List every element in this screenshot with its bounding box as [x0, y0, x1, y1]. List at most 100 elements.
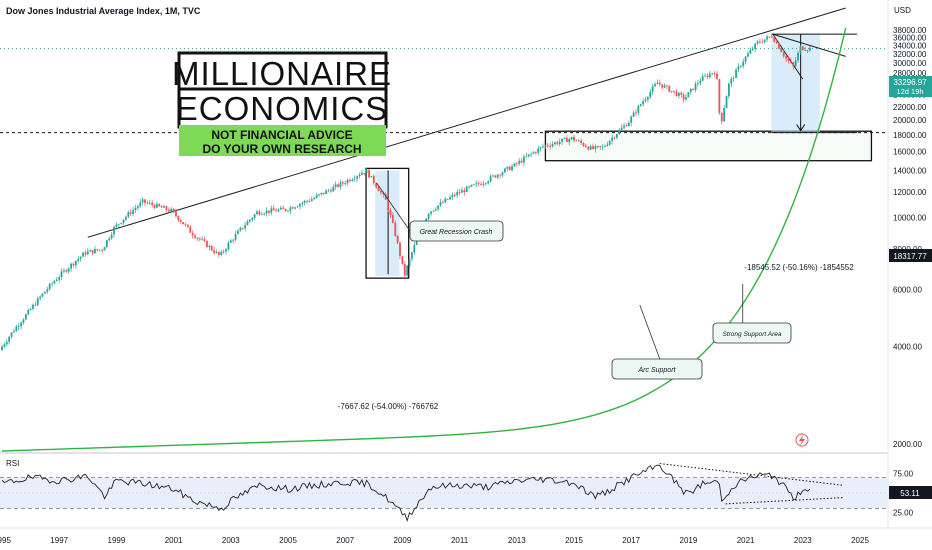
callout-text: Strong Support Area	[722, 331, 781, 338]
candle	[544, 144, 547, 150]
candle	[34, 301, 37, 306]
candle-body	[360, 172, 363, 175]
candle	[360, 170, 363, 176]
candle-body	[787, 58, 790, 61]
candle	[394, 220, 397, 237]
callout-text: Arc Support	[638, 367, 677, 374]
candle	[442, 200, 444, 204]
candle-body	[568, 139, 571, 142]
candle	[403, 261, 406, 279]
candle	[747, 50, 749, 58]
candle-body	[742, 61, 745, 66]
candle	[156, 201, 158, 209]
candle-body	[363, 172, 366, 174]
candle	[601, 143, 604, 151]
disclaimer-line-1: NOT FINANCIAL ADVICE	[211, 128, 352, 142]
candle-body	[8, 336, 11, 342]
candle-body	[525, 156, 528, 158]
candle	[315, 192, 318, 199]
candle-body	[596, 146, 599, 147]
candle	[65, 269, 68, 273]
candle-body	[34, 304, 37, 306]
candle	[675, 89, 678, 97]
arc-support-curve[interactable]	[1, 27, 847, 452]
callout-strong-support[interactable]: Strong Support Area	[712, 322, 792, 344]
candle-body	[492, 175, 494, 177]
candle-body	[751, 48, 754, 50]
candle	[475, 180, 478, 188]
last-price-badge[interactable]: 33296.97 12d 19h	[889, 76, 932, 97]
long-term-trendline[interactable]	[87, 7, 846, 238]
candle-body	[506, 166, 509, 169]
rsi-line[interactable]	[1, 464, 811, 522]
wedge-line-lower[interactable]	[772, 33, 804, 80]
candle	[732, 76, 735, 82]
candle-body	[284, 208, 287, 211]
candle	[368, 169, 370, 179]
rsi-value-badge[interactable]: 53.11	[889, 486, 932, 499]
candle	[72, 262, 75, 268]
candle-body	[456, 192, 459, 196]
candle	[139, 199, 142, 209]
candle-body	[406, 265, 409, 276]
candle-body	[158, 203, 161, 207]
candle-body	[3, 344, 6, 347]
wedge-line-upper[interactable]	[772, 33, 846, 57]
candle	[570, 136, 573, 141]
price-tick-label: 22000.00	[893, 103, 927, 112]
candle-body	[120, 222, 123, 224]
candle-body	[289, 207, 292, 211]
time-tick-label: 2017	[622, 536, 640, 545]
candle-body	[773, 37, 776, 42]
candle-body	[232, 239, 235, 241]
time-axis[interactable]	[0, 528, 932, 550]
candle	[654, 81, 656, 88]
candle	[375, 182, 378, 189]
candle-body	[785, 56, 788, 59]
callout-arc-support[interactable]: Arc Support	[611, 358, 703, 380]
candle-body	[444, 198, 447, 203]
candle-body	[656, 82, 659, 85]
candle-body	[735, 69, 737, 78]
candle	[363, 172, 366, 176]
rsi-divergence-upper[interactable]	[659, 463, 843, 486]
candle	[299, 203, 301, 210]
candle-body	[730, 78, 733, 84]
candle-body	[725, 96, 728, 108]
candle-body	[704, 75, 706, 77]
callout-great-recession[interactable]: Great Recession Crash	[409, 220, 504, 242]
candle	[637, 104, 640, 116]
candle-body	[170, 208, 173, 212]
candle-body	[630, 116, 633, 123]
candle	[666, 84, 668, 90]
candle-body	[744, 56, 747, 62]
level-badge[interactable]: 18317.77	[889, 249, 932, 262]
chart-title: Dow Jones Industrial Average Index, 1M, …	[6, 6, 201, 16]
level-badge-bg	[889, 249, 932, 262]
candle	[391, 212, 394, 224]
candle	[749, 47, 752, 54]
candle-body	[98, 249, 101, 251]
lightning-icon[interactable]	[795, 433, 809, 447]
candle	[277, 208, 280, 213]
candle	[98, 249, 101, 252]
candle	[773, 36, 776, 43]
candle-body	[248, 219, 251, 222]
support-zone-box[interactable]	[544, 130, 873, 162]
candle	[534, 151, 537, 156]
candle-body	[496, 174, 499, 178]
measure-box-2008[interactable]	[365, 167, 410, 279]
candle-body	[272, 208, 275, 211]
candle-body	[487, 181, 490, 184]
candle-body	[187, 224, 189, 227]
candle-body	[606, 144, 609, 146]
candle	[206, 240, 208, 248]
candle-body	[573, 136, 575, 141]
candle	[687, 92, 690, 98]
candle	[484, 182, 487, 186]
candle	[291, 206, 294, 209]
candle-body	[299, 204, 301, 207]
candle	[778, 42, 780, 50]
candle	[146, 200, 149, 205]
